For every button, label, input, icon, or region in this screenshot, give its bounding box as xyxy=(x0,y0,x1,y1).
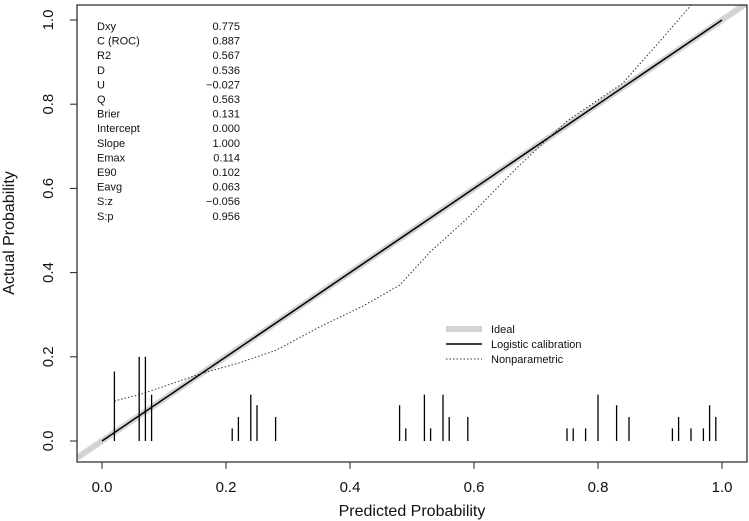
stat-label: Slope xyxy=(97,138,125,150)
stat-label: Q xyxy=(97,94,106,106)
stat-label: E90 xyxy=(97,167,117,179)
stat-label: R2 xyxy=(97,50,111,62)
x-tick-label: 0.0 xyxy=(92,479,113,496)
stat-value: −0.027 xyxy=(206,79,240,91)
series-logistic-calibration xyxy=(101,19,723,442)
y-tick-label: 0.8 xyxy=(40,94,57,115)
stat-label: S:z xyxy=(97,196,113,208)
stat-value: 0.131 xyxy=(212,109,240,121)
y-tick-label: 0.6 xyxy=(40,178,57,199)
y-tick-label: 0.0 xyxy=(40,431,57,452)
stat-value: 0.956 xyxy=(212,211,240,223)
y-tick-label: 1.0 xyxy=(40,10,57,31)
y-tick-label: 0.4 xyxy=(40,262,57,283)
stat-value: 1.000 xyxy=(212,138,240,150)
stat-value: 0.775 xyxy=(212,21,240,33)
y-axis-label: Actual Probability xyxy=(1,171,18,295)
series-nonparametric xyxy=(114,5,692,402)
stat-value: 0.063 xyxy=(212,182,240,194)
legend-entry: Nonparametric xyxy=(491,354,564,366)
stat-value: 0.114 xyxy=(213,152,240,164)
stat-label: C (ROC) xyxy=(97,36,140,48)
stat-label: Eavg xyxy=(97,182,122,194)
legend-entry: Logistic calibration xyxy=(491,339,582,351)
x-tick-label: 1.0 xyxy=(712,479,733,496)
x-tick-label: 0.2 xyxy=(216,479,237,496)
stat-label: Emax xyxy=(97,152,126,164)
stat-value: 0.567 xyxy=(212,50,240,62)
stat-value: 0.563 xyxy=(212,94,240,106)
stat-label: U xyxy=(97,79,105,91)
stat-label: Dxy xyxy=(97,21,116,33)
legend-entry: Ideal xyxy=(491,324,515,336)
stat-label: D xyxy=(97,65,105,77)
stat-label: S:p xyxy=(97,211,114,223)
x-axis-label: Predicted Probability xyxy=(339,503,486,520)
y-tick-label: 0.2 xyxy=(40,346,57,367)
x-tick-label: 0.6 xyxy=(464,479,485,496)
stat-value: −0.056 xyxy=(206,196,240,208)
stat-label: Intercept xyxy=(97,123,140,135)
legend: Ideal Logistic calibration Nonparametric xyxy=(446,324,582,366)
x-tick-label: 0.8 xyxy=(588,479,609,496)
x-tick-label: 0.4 xyxy=(340,479,361,496)
stat-value: 0.000 xyxy=(212,123,240,135)
stat-label: Brier xyxy=(97,109,121,121)
stat-value: 0.887 xyxy=(212,36,240,48)
stat-value: 0.102 xyxy=(212,167,240,179)
stat-value: 0.536 xyxy=(212,65,240,77)
